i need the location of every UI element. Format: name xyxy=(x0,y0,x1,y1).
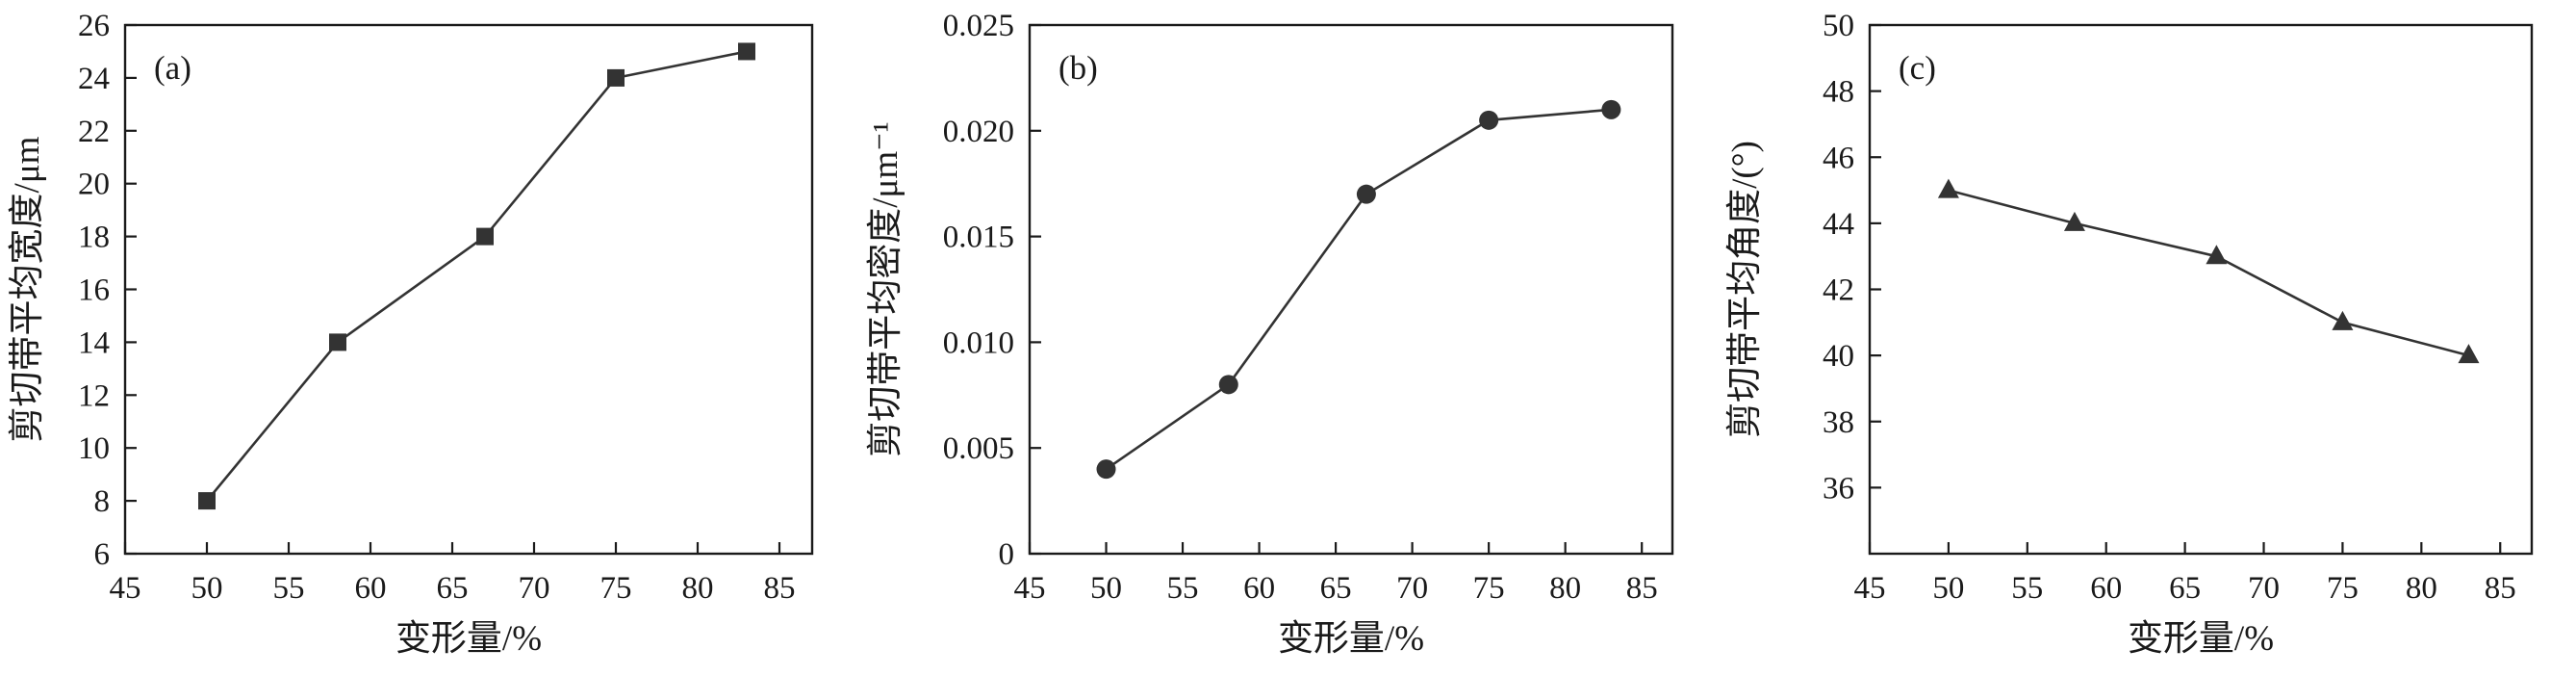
x-tick-label: 55 xyxy=(2011,571,2043,606)
y-tick-label: 0.025 xyxy=(943,9,1014,43)
y-axis-label: 剪切带平均角度/(°) xyxy=(1724,141,1765,438)
y-tick-label: 22 xyxy=(78,115,110,149)
y-tick-label: 18 xyxy=(78,221,110,255)
y-tick-label: 20 xyxy=(78,168,110,202)
y-tick-label: 14 xyxy=(78,325,110,360)
panel-b: 45 50 55 60 65 70 75 80 85 0 0.005 0.010 0.015 0.020 0… xyxy=(858,0,1717,671)
x-tick-label: 50 xyxy=(191,571,223,606)
x-axis-label: 变形量/% xyxy=(2128,618,2274,659)
data-point-marker-circle xyxy=(1219,375,1239,395)
x-axis-label: 变形量/% xyxy=(1278,618,1424,659)
data-point-marker-circle xyxy=(1357,184,1377,204)
y-tick-label: 0 xyxy=(999,537,1015,572)
x-tick-label: 85 xyxy=(2484,571,2515,606)
x-tick-label: 45 xyxy=(110,571,141,606)
y-tick-label: 16 xyxy=(78,273,110,308)
x-tick-label: 45 xyxy=(1853,571,1885,606)
x-tick-label: 60 xyxy=(355,571,387,606)
y-tick-label: 42 xyxy=(1823,273,1854,308)
data-point-marker-triangle xyxy=(1937,178,1959,198)
y-tick-label: 12 xyxy=(78,378,110,413)
x-tick-label: 70 xyxy=(1396,571,1428,606)
x-tick-label: 65 xyxy=(2169,571,2201,606)
panel-label: (c) xyxy=(1899,49,1936,87)
x-tick-label: 45 xyxy=(1014,571,1046,606)
data-point-marker-square xyxy=(329,333,346,351)
panel-c: 45 50 55 60 65 70 75 80 85 36 38 40 42 44 46 48 50 (c) 变形量… xyxy=(1718,0,2576,671)
y-tick-label: 36 xyxy=(1823,471,1854,506)
series-line xyxy=(205,50,748,502)
x-tick-label: 65 xyxy=(1320,571,1352,606)
x-tick-label: 50 xyxy=(1932,571,1964,606)
x-tick-label: 80 xyxy=(682,571,714,606)
y-tick-label: 38 xyxy=(1823,405,1854,440)
x-tick-label: 70 xyxy=(519,571,550,606)
chart-c-shear-band-average-angle: 45 50 55 60 65 70 75 80 85 36 38 40 42 44 46 48 50 (c) 变形量… xyxy=(1724,9,2533,659)
y-axis-label: 剪切带平均宽度/μm xyxy=(7,136,47,442)
y-tick-label: 8 xyxy=(94,484,111,519)
series-line xyxy=(1106,108,1612,471)
chart-a-shear-band-average-width: 45 50 55 60 65 70 75 80 85 6 8 10 12 14 16 18 20 22 24 26 (a… xyxy=(7,9,814,659)
y-tick-label: 48 xyxy=(1823,75,1854,110)
plot-frame xyxy=(1868,23,2533,556)
x-tick-label: 60 xyxy=(2090,571,2122,606)
y-tick-label: 50 xyxy=(1823,9,1854,43)
x-tick-label: 55 xyxy=(273,571,305,606)
y-axis-label: 剪切带平均密度/μm⁻¹ xyxy=(865,121,905,457)
x-tick-label: 65 xyxy=(437,571,469,606)
series-line xyxy=(1948,189,2469,357)
data-point-marker-triangle xyxy=(2063,211,2085,231)
y-tick-label: 24 xyxy=(78,62,110,96)
data-point-marker-triangle xyxy=(2332,310,2354,330)
panel-label: (b) xyxy=(1058,49,1098,87)
x-tick-label: 75 xyxy=(2327,571,2359,606)
y-tick-label: 0.005 xyxy=(943,431,1014,466)
x-tick-label: 85 xyxy=(764,571,796,606)
x-tick-label: 85 xyxy=(1626,571,1658,606)
x-tick-label: 75 xyxy=(600,571,632,606)
y-tick-label: 0.020 xyxy=(943,115,1014,149)
x-tick-label: 70 xyxy=(2248,571,2280,606)
plot-frame xyxy=(1029,23,1674,556)
y-tick-label: 26 xyxy=(78,9,110,43)
y-tick-label: 44 xyxy=(1823,207,1854,242)
x-tick-label: 80 xyxy=(1549,571,1581,606)
x-tick-label: 55 xyxy=(1167,571,1199,606)
data-point-marker-square xyxy=(476,227,494,246)
data-point-marker-circle xyxy=(1096,459,1116,480)
y-tick-label: 0.010 xyxy=(943,325,1014,360)
x-tick-label: 50 xyxy=(1090,571,1122,606)
data-point-marker-square xyxy=(607,68,625,87)
y-tick-label: 6 xyxy=(94,537,111,572)
y-tick-label: 46 xyxy=(1823,141,1854,175)
panel-label: (a) xyxy=(154,49,191,87)
data-point-marker-circle xyxy=(1479,110,1499,130)
data-point-marker-square xyxy=(738,42,755,61)
y-tick-label: 10 xyxy=(78,431,110,466)
x-axis-label: 变形量/% xyxy=(395,618,542,659)
x-tick-label: 75 xyxy=(1473,571,1505,606)
y-tick-label: 0.015 xyxy=(943,221,1014,255)
panel-a: 45 50 55 60 65 70 75 80 85 6 8 10 12 14 16 18 20 22 24 26 (a… xyxy=(0,0,858,671)
x-tick-label: 80 xyxy=(2405,571,2436,606)
x-tick-label: 60 xyxy=(1243,571,1275,606)
data-point-marker-triangle xyxy=(2206,245,2228,265)
data-point-marker-circle xyxy=(1601,99,1621,119)
chart-b-shear-band-average-density: 45 50 55 60 65 70 75 80 85 0 0.005 0.010 0.015 0.020 0… xyxy=(865,9,1674,659)
y-tick-label: 40 xyxy=(1823,339,1854,374)
data-point-marker-square xyxy=(198,492,216,510)
data-point-marker-triangle xyxy=(2458,344,2480,364)
